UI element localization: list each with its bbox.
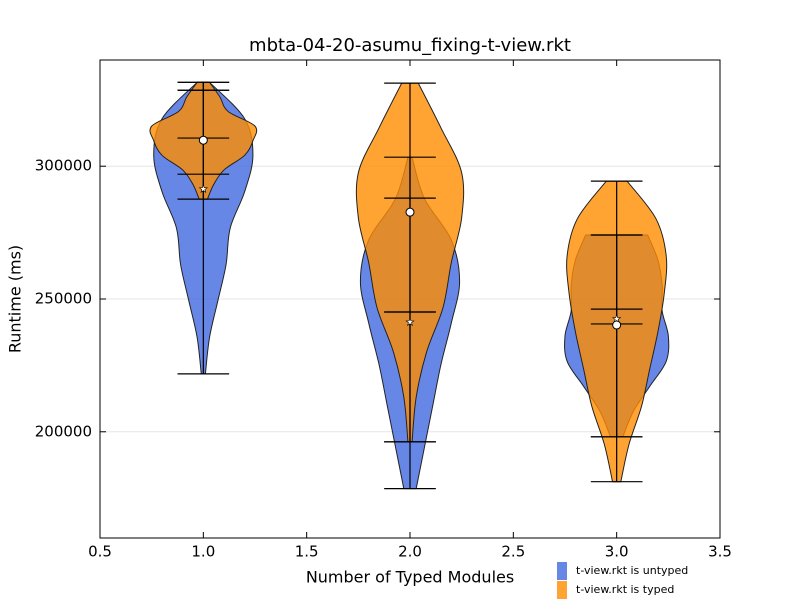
mean-marker [612,320,622,330]
x-axis-label: Number of Typed Modules [306,568,514,587]
x-tick-label: 1.5 [295,543,319,561]
x-tick-label: 1.0 [191,543,215,561]
x-tick-label: 3.5 [708,543,732,561]
mean-marker [405,207,415,217]
x-tick-label: 2.0 [398,543,422,561]
legend-swatch [557,562,567,580]
y-tick-label: 200000 [35,422,92,440]
legend-swatch [557,581,567,599]
chart-title: mbta-04-20-asumu_fixing-t-view.rkt [249,35,571,56]
mean-marker [405,317,415,327]
x-tick-label: 0.5 [88,543,112,561]
legend-label: t-view.rkt is untyped [576,564,688,577]
x-tick-label: 2.5 [501,543,525,561]
y-tick-label: 300000 [35,157,92,175]
legend-label: t-view.rkt is typed [576,583,674,596]
y-tick-label: 250000 [35,290,92,308]
plot-frame [99,59,721,539]
mean-marker [611,314,622,323]
y-axis-label: Runtime (ms) [6,245,25,353]
mean-marker [198,135,208,145]
x-tick-label: 3.0 [605,543,629,561]
mean-marker [198,184,209,194]
